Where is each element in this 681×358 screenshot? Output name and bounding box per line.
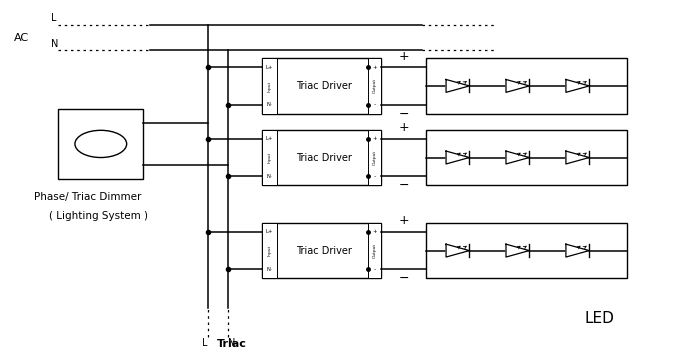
- Text: Triac Driver: Triac Driver: [296, 246, 352, 256]
- Text: Triac Driver: Triac Driver: [296, 153, 352, 163]
- Bar: [262, 223, 381, 279]
- Polygon shape: [506, 151, 529, 164]
- Text: +: +: [373, 64, 377, 69]
- Text: Triac: Triac: [217, 339, 247, 349]
- Text: +: +: [398, 214, 409, 227]
- Text: −: −: [398, 179, 409, 192]
- Bar: [426, 130, 627, 185]
- Bar: [426, 58, 627, 114]
- Bar: [262, 130, 381, 185]
- Text: L: L: [202, 338, 207, 348]
- Text: +: +: [398, 121, 409, 134]
- Text: AC: AC: [14, 33, 29, 43]
- Text: N-: N-: [267, 267, 272, 272]
- Text: L+: L+: [266, 136, 273, 141]
- Text: −: −: [398, 272, 409, 285]
- Text: Input: Input: [268, 152, 272, 163]
- Text: Output: Output: [373, 243, 377, 258]
- Text: N: N: [51, 39, 59, 49]
- Polygon shape: [566, 244, 589, 257]
- Polygon shape: [506, 79, 529, 92]
- Text: L+: L+: [266, 229, 273, 234]
- Bar: [426, 223, 627, 279]
- Text: LED: LED: [584, 311, 614, 326]
- Text: Triac Driver: Triac Driver: [296, 81, 352, 91]
- Text: -: -: [373, 174, 376, 179]
- Text: +: +: [398, 50, 409, 63]
- Bar: [262, 58, 381, 114]
- Text: Input: Input: [268, 245, 272, 256]
- Text: N-: N-: [267, 174, 272, 179]
- Bar: [262, 223, 277, 279]
- Bar: [368, 58, 381, 114]
- Polygon shape: [446, 244, 469, 257]
- Bar: [368, 130, 381, 185]
- Text: Phase/ Triac Dimmer: Phase/ Triac Dimmer: [34, 192, 142, 202]
- Polygon shape: [446, 151, 469, 164]
- Bar: [262, 130, 277, 185]
- Text: −: −: [398, 108, 409, 121]
- Text: N-: N-: [267, 102, 272, 107]
- Polygon shape: [446, 79, 469, 92]
- Bar: [368, 223, 381, 279]
- Text: ( Lighting System ): ( Lighting System ): [49, 211, 148, 221]
- Text: +: +: [373, 229, 377, 234]
- Text: L+: L+: [266, 64, 273, 69]
- Text: N: N: [228, 338, 235, 348]
- Polygon shape: [566, 151, 589, 164]
- Text: Output: Output: [373, 150, 377, 165]
- Text: -: -: [373, 102, 376, 107]
- Text: Input: Input: [268, 80, 272, 92]
- Text: -: -: [373, 267, 376, 272]
- Bar: [58, 109, 143, 179]
- Text: +: +: [373, 136, 377, 141]
- Text: Output: Output: [373, 78, 377, 93]
- Text: L: L: [51, 13, 57, 23]
- Bar: [262, 58, 277, 114]
- Polygon shape: [506, 244, 529, 257]
- Polygon shape: [566, 79, 589, 92]
